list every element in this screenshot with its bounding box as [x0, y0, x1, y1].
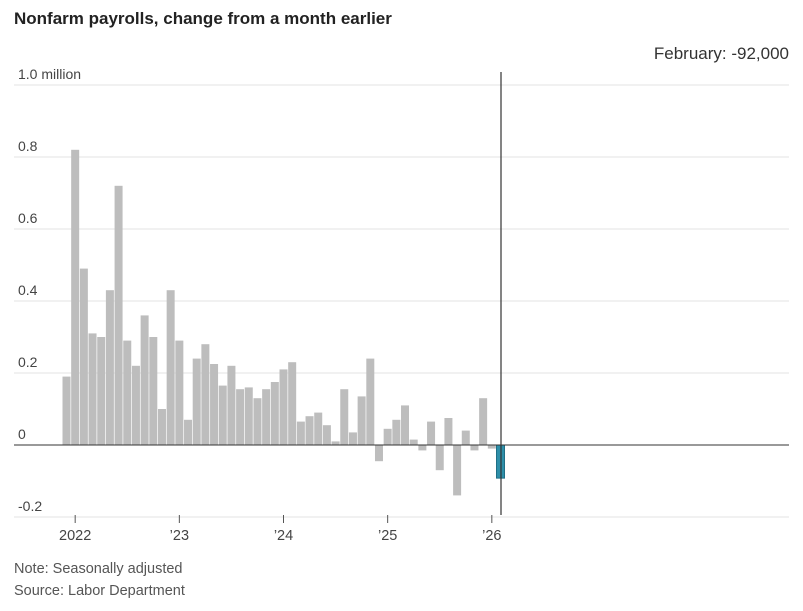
bar: [123, 340, 132, 445]
payrolls-bar-chart: 1.0 million 0.8 0.6 0.4 0.2 0 -0.2 2022 ’23 ’24 ’2…: [14, 44, 789, 544]
x-tick-label: ’24: [274, 528, 293, 544]
x-tick-label: ’26: [482, 528, 501, 544]
bar: [192, 358, 201, 445]
bar: [79, 268, 88, 445]
bar: [331, 441, 340, 445]
chart-note: Note: Seasonally adjusted: [14, 561, 183, 577]
bar: [131, 365, 140, 445]
bar: [218, 385, 227, 445]
bar: [340, 389, 349, 445]
bar: [270, 382, 279, 445]
bar: [357, 396, 366, 445]
bars: [62, 149, 505, 496]
bar: [62, 376, 71, 445]
bar: [97, 337, 106, 445]
bar: [149, 337, 158, 445]
x-tick-label: ’23: [170, 528, 189, 544]
bar: [296, 421, 305, 445]
bar: [314, 412, 323, 445]
bar: [470, 445, 479, 451]
bar: [105, 290, 114, 445]
annotation-label: February: -92,000: [654, 44, 789, 63]
bar: [253, 398, 262, 445]
bar: [288, 362, 297, 445]
bar: [322, 425, 331, 445]
x-tick-label: 2022: [59, 528, 91, 544]
bar: [244, 387, 253, 445]
bar: [444, 418, 453, 445]
bar: [279, 369, 288, 445]
chart-title: Nonfarm payrolls, change from a month ea…: [14, 9, 392, 28]
y-tick-label: 1.0 million: [18, 66, 81, 82]
bar: [114, 185, 123, 446]
y-tick-label: 0.6: [18, 210, 38, 226]
bar: [140, 315, 149, 445]
chart-source: Source: Labor Department: [14, 583, 185, 599]
bar: [175, 340, 184, 445]
axes: [14, 444, 789, 523]
bar: [401, 405, 410, 445]
bar: [461, 430, 470, 445]
bar: [427, 421, 436, 445]
bar: [366, 358, 375, 445]
bar: [157, 409, 166, 445]
y-tick-label: 0.8: [18, 138, 38, 154]
bar: [348, 432, 357, 445]
annotation: February: -92,000: [500, 44, 789, 515]
gridlines: [14, 84, 789, 518]
bar: [201, 344, 210, 445]
bar: [71, 149, 80, 446]
bar: [184, 419, 193, 445]
bar: [262, 389, 271, 445]
bar: [383, 428, 392, 445]
bar: [88, 333, 97, 445]
bar: [479, 398, 488, 445]
bar: [166, 290, 175, 445]
bar: [236, 389, 245, 445]
bar: [305, 416, 314, 445]
y-tick-label: 0.4: [18, 282, 38, 298]
y-tick-label: 0.2: [18, 354, 38, 370]
bar: [374, 445, 383, 462]
bar: [435, 445, 444, 471]
bar: [453, 445, 462, 496]
x-tick-label: ’25: [378, 528, 397, 544]
y-tick-label: 0: [18, 426, 26, 442]
bar: [487, 445, 496, 449]
y-tick-label: -0.2: [18, 498, 42, 514]
tick-labels: 1.0 million 0.8 0.6 0.4 0.2 0 -0.2 2022 ’23 ’24 ’2…: [18, 66, 501, 544]
bar: [418, 445, 427, 451]
bar: [392, 419, 401, 445]
bar: [227, 365, 236, 445]
bar: [210, 364, 219, 445]
bar: [409, 439, 418, 445]
